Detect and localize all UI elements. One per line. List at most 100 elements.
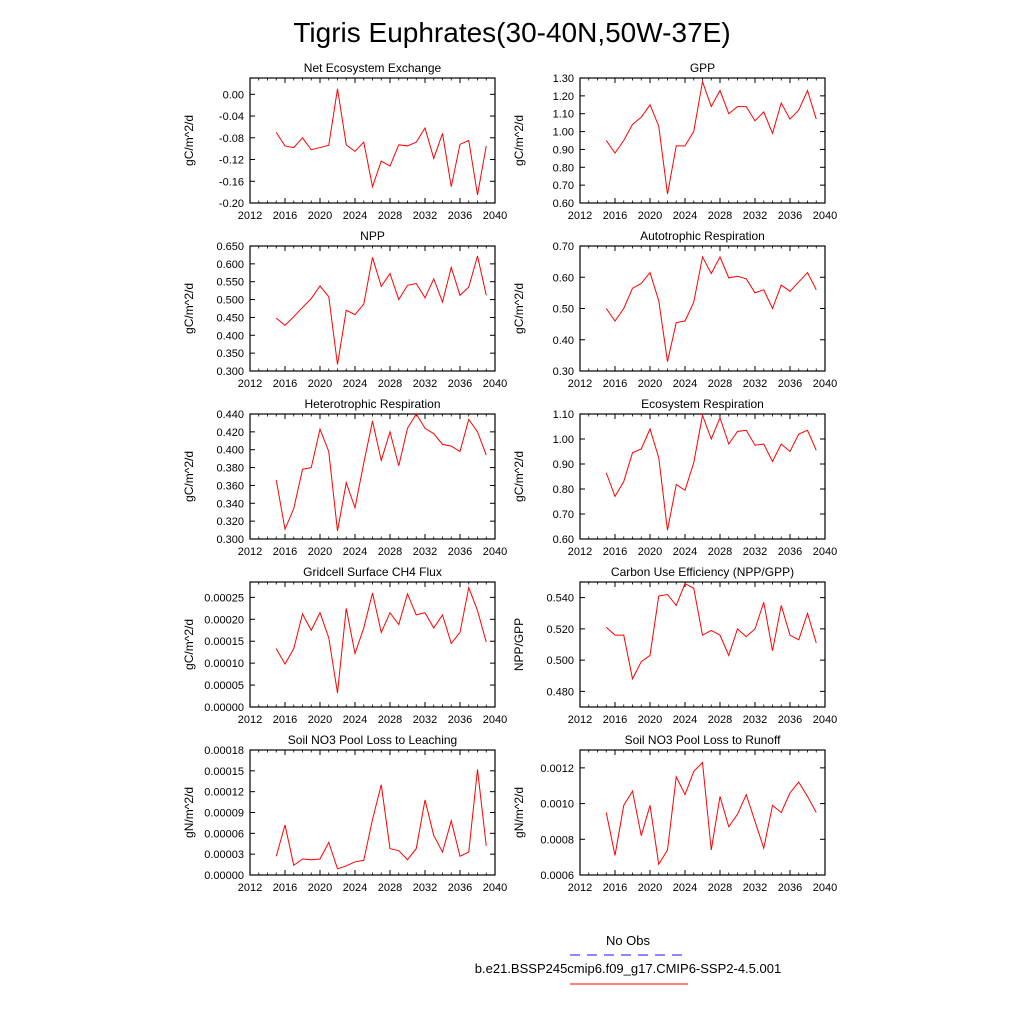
chart-panel-3: NPP gC/m^2/d 2012 2016 2020 2024 2028 2032 2036 2… bbox=[182, 229, 507, 390]
x-tick-label: 2028 bbox=[708, 546, 732, 558]
x-tick-label: 2020 bbox=[308, 546, 332, 558]
x-tick-label: 2012 bbox=[238, 378, 262, 390]
y-tick-label: 0.00006 bbox=[204, 828, 244, 840]
y-tick-label: 0.400 bbox=[216, 330, 244, 342]
data-series-line bbox=[275, 769, 487, 870]
x-tick-label: 2028 bbox=[378, 882, 402, 894]
x-tick-label: 2028 bbox=[378, 210, 402, 222]
plot-frame bbox=[579, 749, 826, 876]
panels-group: Net Ecosystem Exchange gC/m^2/d 2012 2016 20… bbox=[182, 61, 837, 894]
x-tick-label: 2016 bbox=[273, 378, 297, 390]
x-tick-label: 2028 bbox=[378, 378, 402, 390]
y-axis-label: gC/m^2/d bbox=[512, 451, 526, 502]
x-tick-label: 2032 bbox=[413, 882, 437, 894]
y-tick-label: 0.0008 bbox=[540, 834, 574, 846]
y-tick-label: 0.600 bbox=[216, 259, 244, 271]
y-tick-label: 0.500 bbox=[216, 295, 244, 307]
y-tick-label: 0.00005 bbox=[204, 680, 244, 692]
x-tick-label: 2036 bbox=[778, 546, 802, 558]
x-tick-label: 2016 bbox=[603, 210, 627, 222]
x-tick-label: 2036 bbox=[778, 378, 802, 390]
x-tick-label: 2024 bbox=[673, 378, 697, 390]
x-tick-label: 2024 bbox=[673, 882, 697, 894]
legend: No Obs b.e21.BSSP245cmip6.f09_g17.CMIP6-… bbox=[475, 933, 781, 985]
x-tick-label: 2012 bbox=[568, 714, 592, 726]
figure-title: Tigris Euphrates(30-40N,50W-37E) bbox=[293, 17, 730, 48]
y-tick-label: 1.00 bbox=[553, 434, 574, 446]
y-tick-label: -0.04 bbox=[219, 111, 244, 123]
panel-title: NPP bbox=[360, 229, 385, 243]
x-tick-label: 2012 bbox=[568, 882, 592, 894]
x-tick-label: 2020 bbox=[308, 210, 332, 222]
y-axis-label: gC/m^2/d bbox=[182, 283, 196, 334]
y-tick-label: 0.500 bbox=[546, 655, 574, 667]
x-tick-label: 2024 bbox=[343, 378, 367, 390]
x-tick-label: 2020 bbox=[308, 882, 332, 894]
y-axis-label: gC/m^2/d bbox=[182, 115, 196, 166]
x-tick-label: 2040 bbox=[483, 210, 507, 222]
panel-title: Heterotrophic Respiration bbox=[304, 397, 440, 411]
y-tick-label: 0.350 bbox=[216, 348, 244, 360]
y-tick-label: 0.00025 bbox=[204, 592, 244, 604]
x-tick-label: 2024 bbox=[343, 882, 367, 894]
plot-frame bbox=[249, 749, 496, 876]
y-tick-label: 0.00010 bbox=[204, 658, 244, 670]
x-tick-label: 2024 bbox=[673, 714, 697, 726]
legend-obs-label: No Obs bbox=[606, 933, 651, 948]
x-tick-label: 2032 bbox=[413, 714, 437, 726]
x-tick-label: 2012 bbox=[238, 546, 262, 558]
x-tick-label: 2012 bbox=[568, 546, 592, 558]
y-tick-label: 0.00000 bbox=[204, 702, 244, 714]
y-tick-label: 0.320 bbox=[216, 516, 244, 528]
y-tick-label: 0.380 bbox=[216, 463, 244, 475]
panel-title: Soil NO3 Pool Loss to Runoff bbox=[625, 733, 782, 747]
y-tick-label: 0.420 bbox=[216, 427, 244, 439]
y-tick-label: 0.30 bbox=[553, 366, 574, 378]
y-tick-label: 0.60 bbox=[553, 272, 574, 284]
x-tick-label: 2020 bbox=[308, 378, 332, 390]
y-axis-label: NPP/GPP bbox=[512, 618, 526, 671]
plot-frame bbox=[249, 413, 496, 540]
chart-panel-7: Gridcell Surface CH4 Flux gC/m^2/d 2012 201… bbox=[182, 565, 507, 726]
x-tick-label: 2032 bbox=[743, 546, 767, 558]
x-tick-label: 2032 bbox=[413, 210, 437, 222]
x-tick-label: 2020 bbox=[638, 714, 662, 726]
x-tick-label: 2016 bbox=[273, 210, 297, 222]
x-tick-label: 2036 bbox=[778, 210, 802, 222]
plot-frame bbox=[579, 77, 826, 204]
x-tick-label: 2024 bbox=[343, 210, 367, 222]
x-tick-label: 2036 bbox=[448, 882, 472, 894]
y-tick-label: -0.12 bbox=[219, 155, 244, 167]
y-tick-label: 0.520 bbox=[546, 624, 574, 636]
panel-title: GPP bbox=[690, 61, 715, 75]
x-tick-label: 2036 bbox=[778, 882, 802, 894]
y-tick-label: 0.440 bbox=[216, 409, 244, 421]
chart-panel-5: Heterotrophic Respiration gC/m^2/d 2012 201… bbox=[182, 397, 507, 558]
y-tick-label: 0.00000 bbox=[204, 870, 244, 882]
x-tick-label: 2020 bbox=[638, 546, 662, 558]
x-tick-label: 2040 bbox=[813, 546, 837, 558]
x-tick-label: 2016 bbox=[603, 546, 627, 558]
y-tick-label: 0.0010 bbox=[540, 799, 574, 811]
x-tick-label: 2012 bbox=[238, 210, 262, 222]
data-series-line bbox=[605, 582, 817, 681]
y-tick-label: 0.70 bbox=[553, 241, 574, 253]
y-tick-label: 0.00012 bbox=[204, 787, 244, 799]
y-tick-label: -0.20 bbox=[219, 198, 244, 210]
y-tick-label: 0.0012 bbox=[540, 763, 574, 775]
y-tick-label: 0.80 bbox=[553, 162, 574, 174]
x-tick-label: 2040 bbox=[483, 882, 507, 894]
x-tick-label: 2036 bbox=[448, 210, 472, 222]
x-tick-label: 2040 bbox=[813, 714, 837, 726]
y-tick-label: 0.90 bbox=[553, 459, 574, 471]
x-tick-label: 2036 bbox=[778, 714, 802, 726]
x-tick-label: 2032 bbox=[743, 882, 767, 894]
x-tick-label: 2036 bbox=[448, 546, 472, 558]
y-tick-label: 0.00015 bbox=[204, 766, 244, 778]
y-tick-label: 0.360 bbox=[216, 480, 244, 492]
y-axis-label: gC/m^2/d bbox=[182, 451, 196, 502]
y-tick-label: 0.60 bbox=[553, 198, 574, 210]
chart-panel-2: GPP gC/m^2/d 2012 2016 2020 2024 2028 2032 2036 2… bbox=[512, 61, 837, 222]
x-tick-label: 2016 bbox=[603, 714, 627, 726]
x-tick-label: 2012 bbox=[568, 210, 592, 222]
